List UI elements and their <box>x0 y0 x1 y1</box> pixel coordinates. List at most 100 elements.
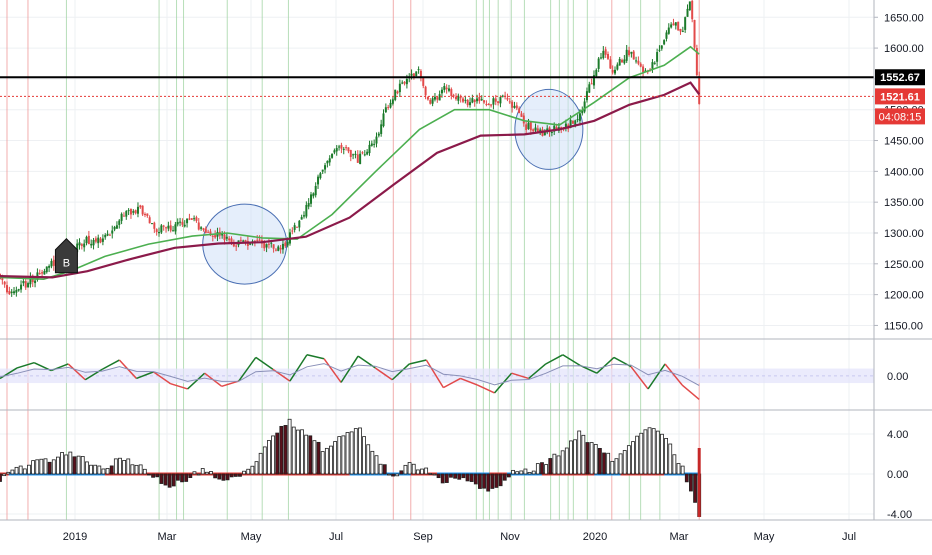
osc2-bar <box>606 452 611 475</box>
candle-body-down <box>590 83 593 85</box>
candle-body-down <box>209 231 212 236</box>
osc2-bar <box>490 473 495 489</box>
candle-body-up <box>644 70 647 72</box>
osc1-segment <box>101 359 120 370</box>
candle-body-up <box>321 169 324 172</box>
candle-body-up <box>22 281 25 284</box>
candle-body-down <box>153 222 156 229</box>
osc1-segment <box>221 380 239 388</box>
candle-body-down <box>387 107 390 109</box>
buy-marker[interactable]: B <box>54 238 78 274</box>
osc2-bar <box>498 473 503 487</box>
candle-body-up <box>440 89 443 94</box>
candle-body-down <box>450 89 453 96</box>
candle-body-up <box>277 246 280 251</box>
osc2-bar <box>511 469 515 475</box>
osc1-segment <box>340 355 359 383</box>
candle-body-up <box>380 124 383 134</box>
candle-body-down <box>122 215 125 217</box>
osc2-bar <box>655 430 660 475</box>
osc2-bar <box>482 473 486 489</box>
osc2-bar <box>329 445 333 475</box>
osc2-bar <box>291 426 296 475</box>
candle-body-up <box>115 225 118 229</box>
candle-body-down <box>258 239 261 241</box>
candle-body-up <box>242 240 245 242</box>
candle-body-up <box>513 105 516 108</box>
candle-body-down <box>520 113 523 117</box>
osc2-bar <box>341 435 346 475</box>
osc2-bar <box>569 440 573 475</box>
candle-body-down <box>532 129 535 132</box>
osc2-bar <box>515 471 520 475</box>
osc1-segment <box>664 363 683 386</box>
osc2-bar <box>362 436 366 475</box>
candle-body-up <box>464 99 467 101</box>
osc2-bar <box>2 473 7 477</box>
osc2-bar <box>283 425 288 475</box>
osc2-bar <box>544 464 549 475</box>
osc2-bar <box>221 473 226 481</box>
osc2-bar <box>614 458 619 475</box>
osc2-tick-label: 4.00 <box>887 429 908 441</box>
osc2-bar <box>469 473 474 482</box>
candle-body-up <box>684 17 687 30</box>
candle-body-up <box>174 224 177 232</box>
candle-body-up <box>324 165 327 170</box>
osc2-bar <box>395 473 400 477</box>
osc2-bar <box>531 470 536 475</box>
osc2-bar <box>262 446 267 475</box>
osc2-bar <box>72 456 77 475</box>
candle-body-up <box>104 234 107 238</box>
osc2-bar <box>167 473 172 488</box>
osc2-bar <box>196 473 201 476</box>
candle-body-up <box>501 95 504 97</box>
candle-body-up <box>469 102 472 106</box>
osc2-bar <box>113 458 118 475</box>
candle-body-down <box>506 97 509 100</box>
candle-body-up <box>370 143 373 146</box>
candle-body-up <box>326 160 329 164</box>
buy-marker-badge[interactable] <box>54 238 78 274</box>
candle-body-down <box>195 217 198 221</box>
price-tick-label: 1200.00 <box>884 290 924 302</box>
osc2-bar <box>89 464 93 475</box>
candle-body-up <box>359 153 362 164</box>
candle-body-up <box>599 57 602 59</box>
candle-body-down <box>146 213 149 216</box>
osc2-bar <box>353 428 358 475</box>
osc2-bar <box>22 468 27 475</box>
candle-body-up <box>391 99 394 104</box>
time-tick-label: Sep <box>413 531 433 543</box>
osc2-bar <box>428 473 433 475</box>
osc2-bar <box>80 456 85 475</box>
osc2-bar <box>440 473 445 484</box>
osc2-tick-label: 0.00 <box>887 469 908 481</box>
candle-body-down <box>232 241 235 247</box>
osc2-bar <box>225 473 230 481</box>
candle-body-up <box>45 266 48 273</box>
candle-body-up <box>417 69 420 71</box>
candle-body-up <box>27 283 30 288</box>
candle-body-down <box>148 217 151 224</box>
signal-vertical-lines <box>6 0 700 520</box>
osc2-bar <box>358 427 362 475</box>
candle-body-up <box>97 237 100 244</box>
candle-body-down <box>679 29 682 32</box>
osc2-bar <box>209 471 213 475</box>
candle-body-down <box>487 104 490 106</box>
candle-body-down <box>211 235 214 237</box>
candle-body-down <box>6 285 9 293</box>
candle-body-down <box>628 50 631 56</box>
candle-body-down <box>87 235 90 245</box>
candle-body-down <box>190 218 193 220</box>
candle-body-up <box>200 227 203 229</box>
osc2-bar <box>349 431 354 475</box>
osc2-bar <box>200 468 205 475</box>
candle-body-up <box>342 148 345 150</box>
candle-body-up <box>597 58 600 69</box>
candle-body-up <box>307 203 310 207</box>
osc2-bar <box>502 473 507 481</box>
